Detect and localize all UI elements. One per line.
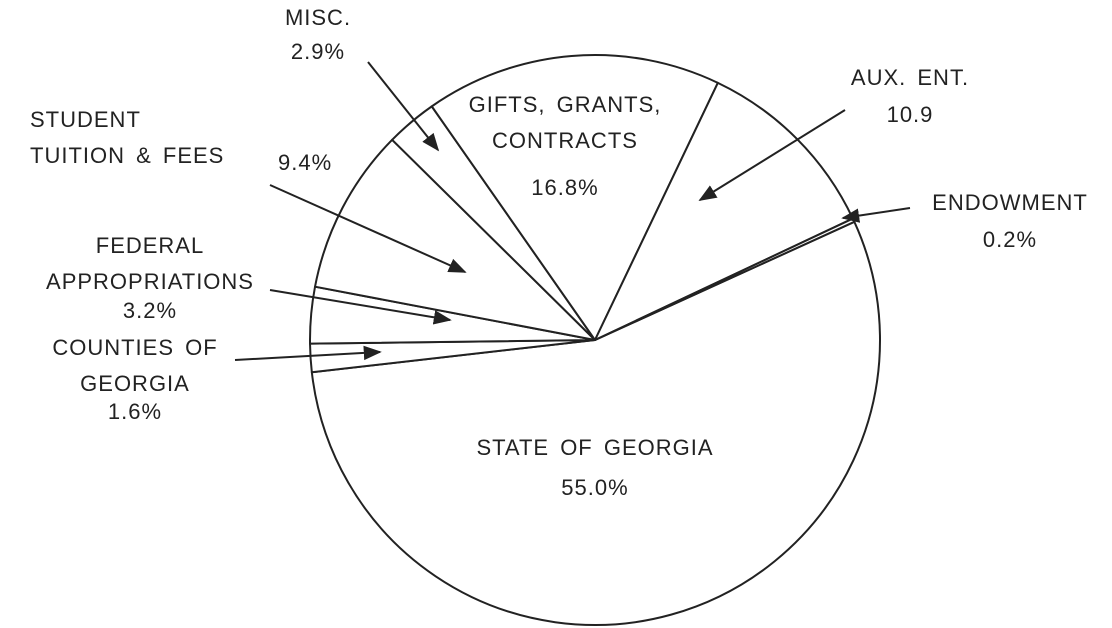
value-label: 10.9 — [886, 102, 934, 127]
arrow — [367, 61, 440, 152]
value-label: 0.2% — [982, 227, 1038, 252]
value-label: 55.0% — [561, 475, 629, 500]
slices — [309, 54, 881, 626]
pie-slice — [314, 138, 596, 341]
value-label: 16.8% — [531, 175, 599, 200]
value-label: 1.6% — [107, 399, 163, 424]
arrow — [269, 289, 452, 325]
slice-label: AUX. ENT. — [850, 65, 970, 90]
slice-label: STUDENT TUITION & FEES — [30, 107, 225, 168]
pie-slice — [430, 54, 719, 341]
slice-label: MISC. — [284, 5, 352, 30]
slice-label: STATE OF GEORGIA — [476, 435, 714, 460]
value-label: 2.9% — [290, 39, 346, 64]
arrow — [698, 109, 846, 201]
value-label: 9.4% — [278, 150, 333, 175]
slice-label: COUNTIES OF GEORGIA — [52, 335, 218, 396]
slice-label: GIFTS, GRANTS, CONTRACTS — [468, 92, 662, 153]
slice-label: ENDOWMENT — [932, 190, 1088, 215]
arrow — [841, 207, 911, 223]
slice-label: FEDERAL APPROPRIATIONS — [46, 233, 254, 294]
pie-slice — [310, 220, 881, 626]
leader-arrows — [234, 61, 911, 361]
arrow — [234, 345, 382, 361]
value-label: 3.2% — [122, 298, 178, 323]
arrow — [269, 184, 467, 273]
